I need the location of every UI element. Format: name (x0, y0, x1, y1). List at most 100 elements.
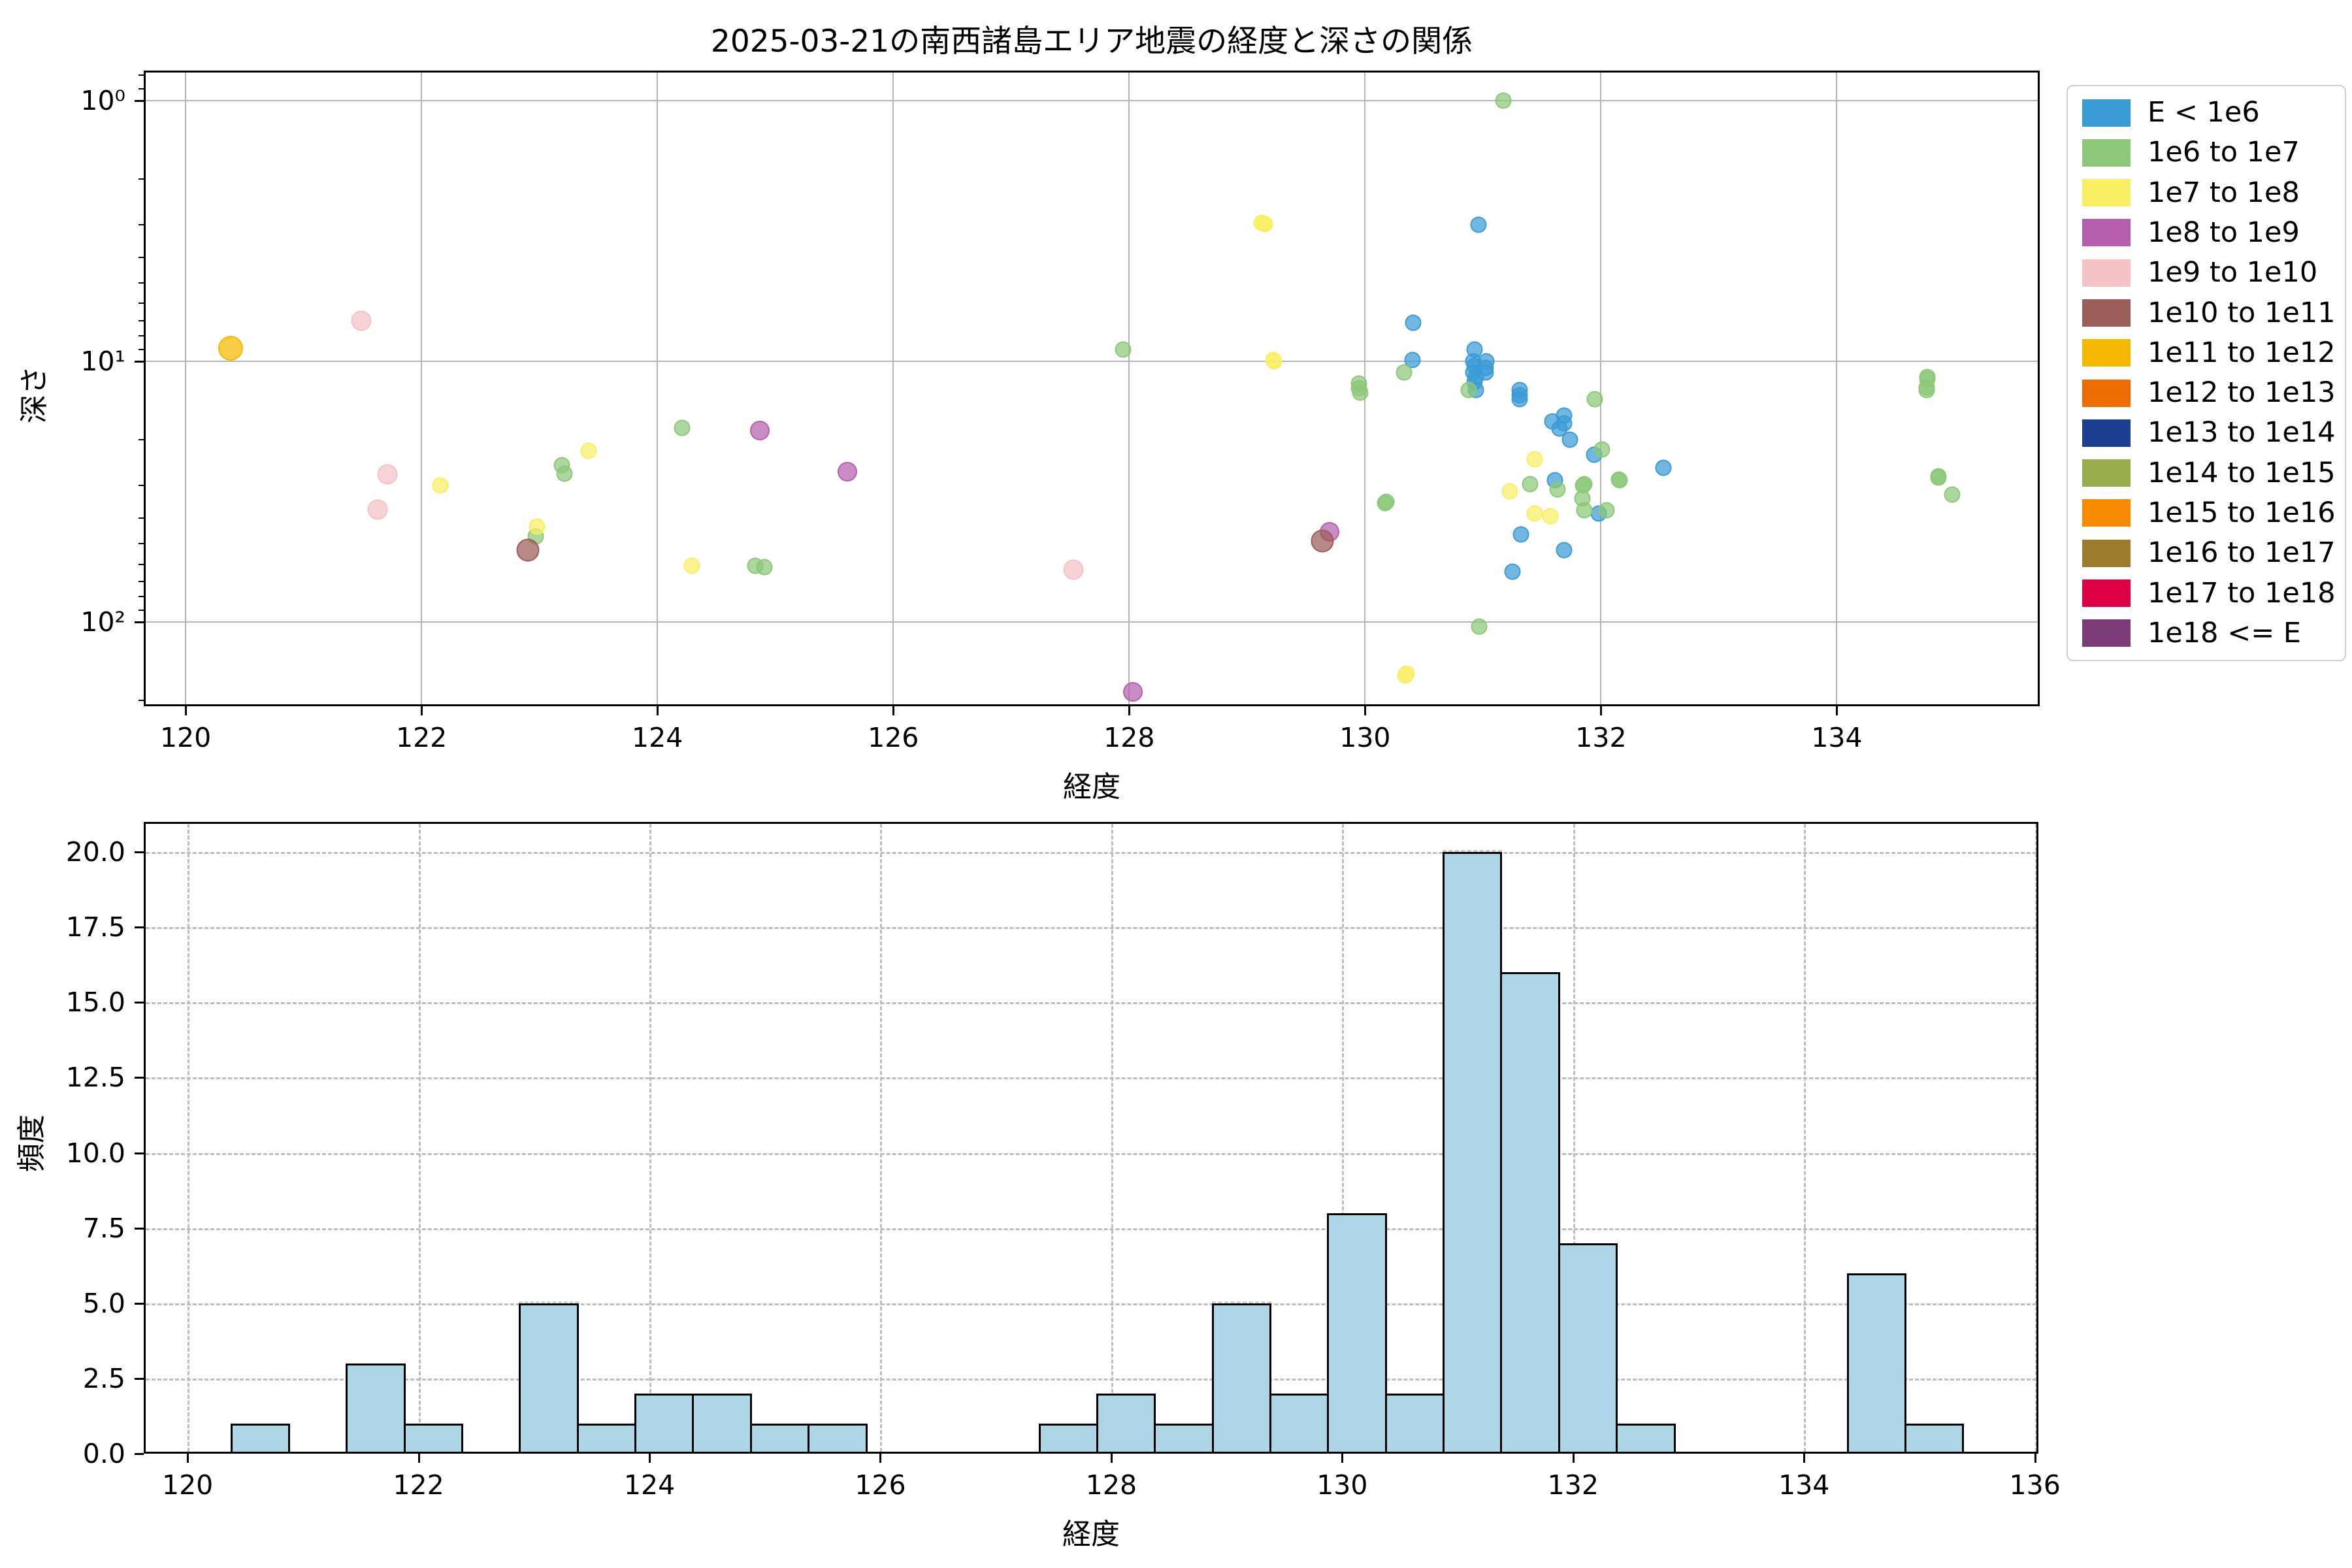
legend-label: 1e15 to 1e16 (2148, 496, 2336, 529)
legend-label: 1e13 to 1e14 (2148, 416, 2336, 449)
scatter-y-minor-tick (139, 88, 144, 90)
scatter-point-1 (1930, 469, 1947, 486)
scatter-x-tick-label: 120 (159, 722, 212, 753)
histogram-gridline-v (1342, 824, 1345, 1452)
histogram-y-tick-label: 10.0 (65, 1137, 125, 1169)
scatter-point-2 (580, 442, 597, 459)
histogram-bar (692, 1393, 752, 1452)
histogram-gridline-v (1804, 824, 1806, 1452)
scatter-x-tick (1836, 706, 1838, 715)
scatter-x-tick (892, 706, 895, 715)
histogram-y-tick (135, 851, 144, 854)
scatter-y-axis-label: 深さ (18, 366, 51, 423)
scatter-point-1 (1115, 341, 1132, 358)
legend-label: 1e16 to 1e17 (2148, 536, 2336, 570)
histogram-gridline-h (146, 1378, 2036, 1380)
scatter-point-5 (1311, 529, 1334, 553)
scatter-point-1 (1460, 382, 1477, 399)
scatter-y-minor-tick (139, 335, 144, 337)
histogram-bar (1443, 852, 1503, 1452)
scatter-y-minor-tick (139, 596, 144, 598)
legend-label: 1e9 to 1e10 (2148, 256, 2318, 289)
scatter-point-0 (1405, 314, 1422, 331)
histogram-bar (403, 1423, 463, 1452)
legend-swatch (2082, 619, 2131, 647)
scatter-gridline-v (657, 73, 659, 704)
histogram-x-tick-label: 136 (2009, 1469, 2061, 1501)
scatter-x-tick-label: 134 (1811, 722, 1863, 753)
scatter-point-2 (1501, 483, 1518, 500)
legend-label: E < 1e6 (2148, 96, 2260, 129)
histogram-x-tick-label: 126 (855, 1469, 906, 1501)
scatter-point-0 (1470, 216, 1487, 233)
scatter-point-0 (1511, 391, 1528, 408)
legend-swatch (2082, 299, 2131, 327)
scatter-y-minor-tick (139, 542, 144, 544)
scatter-y-minor-tick (139, 282, 144, 284)
histogram-bar (576, 1423, 637, 1452)
histogram-bar (346, 1363, 406, 1452)
histogram-gridline-h (146, 852, 2036, 855)
histogram-x-tick (187, 1454, 189, 1463)
scatter-y-minor-tick (139, 439, 144, 441)
scatter-x-tick (1600, 706, 1603, 715)
legend-entry: 1e10 to 1e11 (2068, 299, 2345, 327)
histogram-bar (1269, 1393, 1330, 1452)
histogram-x-axis-label: 経度 (1062, 1518, 1120, 1551)
histogram-y-tick (135, 1002, 144, 1004)
scatter-point-5 (516, 538, 540, 562)
histogram-x-tick (1341, 1454, 1344, 1463)
histogram-gridline-h (146, 1152, 2036, 1155)
legend-label: 1e17 to 1e18 (2148, 576, 2336, 610)
legend-swatch (2082, 179, 2131, 207)
scatter-x-tick (657, 706, 659, 715)
scatter-point-4 (377, 464, 398, 485)
scatter-point-0 (1561, 431, 1578, 448)
scatter-point-1 (1576, 502, 1593, 519)
scatter-point-1 (1944, 486, 1961, 503)
histogram-bar (634, 1393, 694, 1452)
legend-swatch (2082, 419, 2131, 447)
scatter-point-1 (756, 559, 773, 576)
scatter-point-4 (351, 310, 372, 331)
histogram-bar (1500, 972, 1560, 1452)
histogram-x-tick-label: 128 (1085, 1469, 1137, 1501)
scatter-y-minor-tick (139, 178, 144, 180)
histogram-y-tick-label: 5.0 (82, 1287, 125, 1319)
histogram-gridline-h (146, 927, 2036, 930)
scatter-point-4 (1063, 559, 1084, 580)
histogram-x-tick (1110, 1454, 1113, 1463)
histogram-x-tick-label: 134 (1778, 1469, 1830, 1501)
histogram-bar-top-dash (1211, 1301, 1272, 1303)
scatter-y-minor-tick (139, 257, 144, 259)
scatter-point-1 (1378, 493, 1395, 510)
legend-swatch (2082, 219, 2131, 247)
histogram-y-tick-label: 7.5 (82, 1212, 125, 1244)
histogram-gridline-h (146, 1077, 2036, 1080)
legend-label: 1e10 to 1e11 (2148, 296, 2336, 329)
legend-swatch (2082, 259, 2131, 287)
histogram-gridline-v (880, 824, 883, 1452)
histogram-x-tick-label: 132 (1547, 1469, 1599, 1501)
histogram-y-tick-label: 0.0 (82, 1438, 125, 1469)
legend-entry: 1e14 to 1e15 (2068, 459, 2345, 487)
histogram-y-tick-label: 15.0 (65, 987, 125, 1019)
legend-label: 1e18 <= E (2148, 616, 2302, 649)
histogram-gridline-v (649, 824, 652, 1452)
scatter-point-1 (1549, 481, 1566, 498)
histogram-bar-top-dash (519, 1301, 579, 1303)
histogram-y-axis-label: 頻度 (15, 1115, 48, 1172)
scatter-gridline-v (892, 73, 894, 704)
histogram-x-tick (1572, 1454, 1575, 1463)
histogram-bar (1904, 1423, 1965, 1452)
legend-entry: 1e11 to 1e12 (2068, 338, 2345, 367)
scatter-point-1 (1471, 618, 1488, 635)
scatter-point-6 (218, 335, 243, 361)
scatter-x-tick (1364, 706, 1367, 715)
scatter-point-2 (1398, 665, 1415, 682)
scatter-point-1 (1593, 441, 1610, 458)
histogram-bar (519, 1303, 579, 1452)
histogram-bar-top-dash (1443, 850, 1503, 853)
histogram-bar (1096, 1393, 1156, 1452)
histogram-bar (1211, 1303, 1272, 1452)
